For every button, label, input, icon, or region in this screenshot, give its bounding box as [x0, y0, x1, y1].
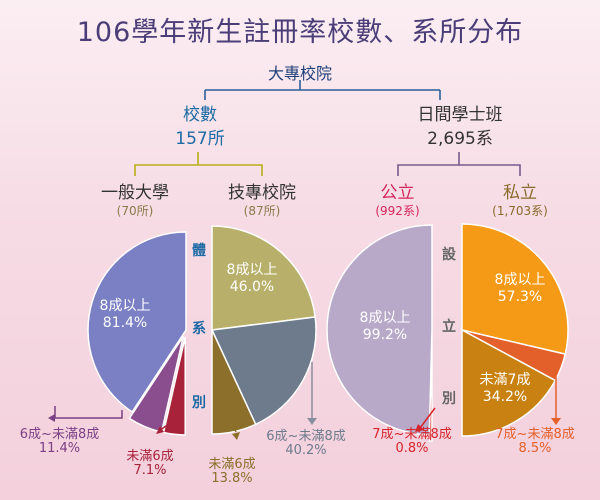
- private-mid-label: 7成~未滿8成 8.5%: [495, 427, 575, 456]
- page-title: 106學年新生註冊率校數、系所分布: [76, 17, 524, 48]
- branch-private-count: (1,703系): [492, 204, 548, 218]
- pie-slice-1-1: [210, 316, 317, 426]
- pie-slice-1-0: [211, 225, 317, 331]
- callout-tech-mid-arrow: [307, 418, 317, 425]
- branch-public-count: (992系): [375, 204, 420, 218]
- branch-general-university-count: (70所): [116, 204, 154, 218]
- public-small-label: 7成~未滿8成 0.8%: [372, 427, 452, 456]
- vertical-label-2: 系: [192, 321, 206, 337]
- callout-public-small-arrow: [415, 424, 424, 432]
- pie-slice-3-2: [461, 328, 557, 437]
- callout-tech-low: [229, 417, 237, 433]
- callout-private-mid-arrow: [551, 418, 561, 425]
- pie-slice-0-0: [87, 231, 187, 413]
- vertical-label-4: 設: [442, 247, 456, 263]
- tech-low-label: 未滿6成 13.8%: [208, 457, 256, 486]
- public-high-label: 8成以上 99.2%: [359, 310, 411, 343]
- root-connector: [204, 80, 441, 100]
- left-total: 157所: [175, 129, 225, 149]
- general-high-label: 8成以上 81.4%: [99, 298, 151, 331]
- pie-tech-college: [210, 225, 317, 435]
- pie-private: [461, 223, 569, 437]
- vertical-label-5: 立: [442, 319, 456, 335]
- pie-general-university: [87, 231, 187, 436]
- private-high-label: 8成以上 57.3%: [494, 272, 546, 305]
- callout-tech-low-arrow: [232, 432, 240, 440]
- right-bracket: [397, 152, 521, 176]
- root-node: 大專校院: [267, 64, 332, 83]
- private-low-label: 未滿7成 34.2%: [479, 372, 531, 405]
- left-head: 校數: [183, 105, 217, 125]
- tech-mid-label: 6成~未滿8成 40.2%: [266, 429, 346, 458]
- pie-slice-0-2: [162, 336, 186, 436]
- branch-public: 公立: [380, 183, 415, 203]
- pie-slice-3-0: [461, 223, 569, 355]
- callout-general-mid: [54, 406, 123, 419]
- vertical-label-1: 體: [192, 243, 206, 259]
- pie-slice-1-2: [211, 329, 257, 435]
- callout-public-small: [419, 407, 436, 429]
- callout-general-mid-arrow: [48, 414, 55, 422]
- pie-slice-2-0: [326, 224, 433, 436]
- tech-high-label: 8成以上 46.0%: [226, 262, 278, 295]
- right-total: 2,695系: [427, 129, 493, 149]
- branch-private: 私立: [503, 183, 537, 203]
- callout-general-low-arrow: [156, 426, 164, 434]
- general-low-label: 未滿6成 7.1%: [126, 449, 174, 478]
- branch-general-university: 一般大學: [101, 183, 169, 203]
- callout-general-low: [159, 417, 179, 431]
- branch-tech-college: 技專校院: [228, 183, 296, 203]
- vertical-label-6: 別: [442, 391, 456, 407]
- general-mid-label: 6成~未滿8成 11.4%: [19, 427, 100, 456]
- right-head: 日間學士班: [417, 105, 503, 125]
- vertical-label-3: 別: [192, 395, 206, 411]
- left-bracket: [134, 152, 263, 176]
- branch-tech-college-count: (87所): [243, 204, 281, 218]
